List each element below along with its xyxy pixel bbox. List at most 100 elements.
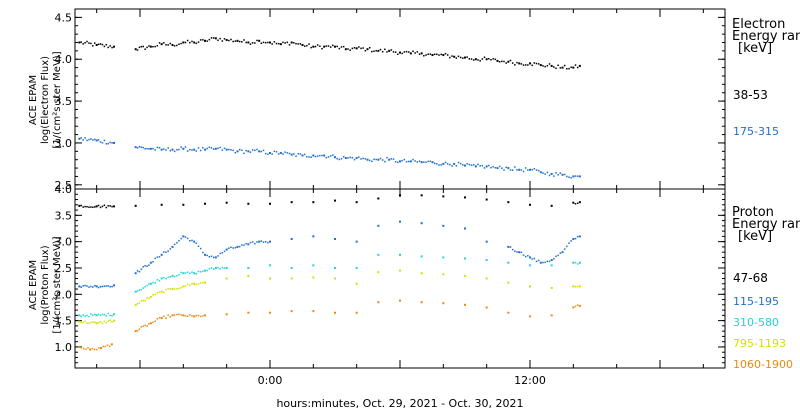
trace-dot xyxy=(195,273,198,275)
trace-dot xyxy=(88,322,90,325)
trace-dot xyxy=(245,41,247,44)
trace-dot xyxy=(479,165,481,167)
trace-dot xyxy=(169,149,172,152)
trace-dot xyxy=(401,52,403,55)
trace-dot xyxy=(101,322,104,325)
trace-dot xyxy=(271,43,273,45)
trace-dot xyxy=(180,286,182,289)
data-point xyxy=(355,266,358,269)
data-point xyxy=(550,64,553,67)
trace-dot xyxy=(103,204,106,207)
data-point xyxy=(334,311,336,314)
trace-dot xyxy=(169,276,172,278)
trace-dot xyxy=(566,245,568,248)
data-point xyxy=(225,38,228,41)
trace-dot xyxy=(103,285,106,287)
trace-dot xyxy=(544,173,546,175)
trace-dot xyxy=(332,154,334,156)
trace-dot xyxy=(358,46,360,48)
data-point xyxy=(204,314,206,317)
data-point xyxy=(171,274,174,277)
trace-dot xyxy=(288,44,291,46)
trace-dot xyxy=(86,40,88,43)
trace-dot xyxy=(340,46,343,48)
trace-dot xyxy=(140,146,143,148)
trace-dot xyxy=(325,156,328,159)
trace-dot xyxy=(93,42,96,44)
trace-dot xyxy=(99,321,102,323)
trace-dot xyxy=(557,254,559,257)
trace-dot xyxy=(111,321,113,323)
trace-dot xyxy=(516,251,518,253)
data-point xyxy=(160,43,163,46)
trace-dot xyxy=(433,162,436,165)
data-point xyxy=(550,259,553,262)
data-point xyxy=(290,266,293,269)
trace-dot xyxy=(516,169,518,171)
trace-dot xyxy=(516,61,518,64)
data-point xyxy=(344,157,347,160)
trace-dot xyxy=(342,155,345,158)
data-point xyxy=(95,139,98,142)
trace-dot xyxy=(199,149,202,152)
trace-dot xyxy=(102,345,104,348)
trace-dot xyxy=(436,53,438,56)
data-point xyxy=(539,64,542,67)
trace-dot xyxy=(392,51,395,53)
trace-dot xyxy=(84,320,86,323)
electron-ylabel-line-2: log(Electron Flux) xyxy=(40,56,51,144)
trace-dot xyxy=(457,55,460,58)
trace-dot xyxy=(368,46,371,49)
trace-dot xyxy=(158,317,161,319)
trace-dot xyxy=(425,161,427,163)
trace-dot xyxy=(299,43,302,45)
trace-dot xyxy=(173,243,176,246)
data-point xyxy=(323,154,326,157)
data-point xyxy=(236,39,239,42)
trace-dot xyxy=(553,66,555,68)
trace-dot xyxy=(186,283,189,286)
trace-dot xyxy=(520,169,523,171)
proton-legend-title-1: Proton xyxy=(732,205,774,220)
data-point xyxy=(78,314,81,317)
trace-dot xyxy=(353,47,356,49)
y-tick-label: 1.5 xyxy=(55,315,73,328)
trace-dot xyxy=(99,43,102,45)
trace-dot xyxy=(501,60,503,63)
trace-dot xyxy=(245,149,247,152)
trace-dot xyxy=(284,42,286,44)
trace-dot xyxy=(165,277,167,280)
trace-dot xyxy=(490,166,492,169)
data-point xyxy=(485,165,488,168)
trace-dot xyxy=(574,175,577,177)
trace-dot xyxy=(186,271,189,273)
trace-dot xyxy=(189,272,191,275)
data-point xyxy=(78,41,81,44)
data-point xyxy=(247,274,250,277)
trace-dot xyxy=(336,45,338,48)
trace-dot xyxy=(144,48,146,50)
data-point xyxy=(578,64,581,67)
trace-dot xyxy=(238,245,241,248)
data-point xyxy=(95,322,98,325)
series-0 xyxy=(78,37,581,70)
data-point xyxy=(160,253,163,256)
data-point xyxy=(578,175,581,178)
trace-dot xyxy=(219,268,221,270)
trace-dot xyxy=(173,288,176,290)
trace-dot xyxy=(178,273,180,276)
trace-dot xyxy=(99,286,102,288)
trace-dot xyxy=(249,241,252,244)
data-point xyxy=(171,148,174,151)
data-point xyxy=(113,284,115,287)
data-point xyxy=(420,194,423,197)
trace-dot xyxy=(416,161,419,163)
trace-dot xyxy=(308,43,310,45)
trace-dot xyxy=(189,284,191,286)
trace-dot xyxy=(306,44,308,47)
data-point xyxy=(355,201,358,204)
trace-dot xyxy=(462,57,464,59)
trace-dot xyxy=(136,329,139,332)
data-point xyxy=(269,240,271,243)
data-point xyxy=(290,238,293,241)
